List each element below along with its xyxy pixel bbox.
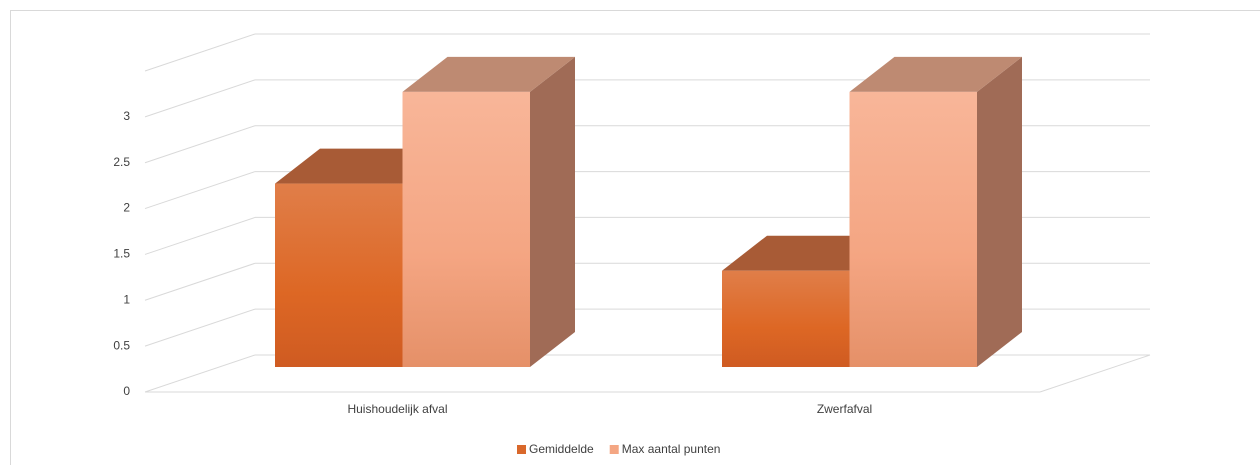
x-tick-label: Zwerfafval [817, 402, 872, 416]
y-tick-label: 1.5 [113, 247, 130, 261]
chart-frame [10, 10, 1260, 465]
floor-line [1039, 354, 1151, 393]
grid-line [144, 262, 256, 301]
legend-swatch [609, 445, 619, 454]
y-tick-label: 0 [123, 384, 130, 398]
grid-line [144, 171, 256, 210]
bar [849, 91, 977, 367]
grid-line [144, 308, 256, 347]
bar-top [402, 56, 575, 92]
grid-line [144, 354, 256, 393]
x-tick-label: Huishoudelijk afval [347, 402, 447, 416]
bar-top [849, 56, 1022, 92]
y-tick-label: 1 [123, 292, 130, 306]
y-tick-label: 2 [123, 201, 130, 215]
legend-label: Gemiddelde [529, 442, 594, 456]
legend-swatch [517, 445, 526, 454]
y-tick-label: 2.5 [113, 155, 130, 169]
bar [402, 91, 530, 367]
bar-side [977, 56, 1022, 367]
y-tick-label: 3 [123, 109, 130, 123]
bar [722, 270, 850, 367]
legend-label: Max aantal punten [622, 442, 721, 456]
bar-side [530, 56, 575, 367]
grid-line [144, 216, 256, 255]
wall-diagonal [144, 33, 256, 72]
grid-line [144, 79, 256, 118]
y-tick-label: 0.5 [113, 338, 130, 352]
grid-line [144, 125, 256, 164]
bar [275, 183, 403, 367]
